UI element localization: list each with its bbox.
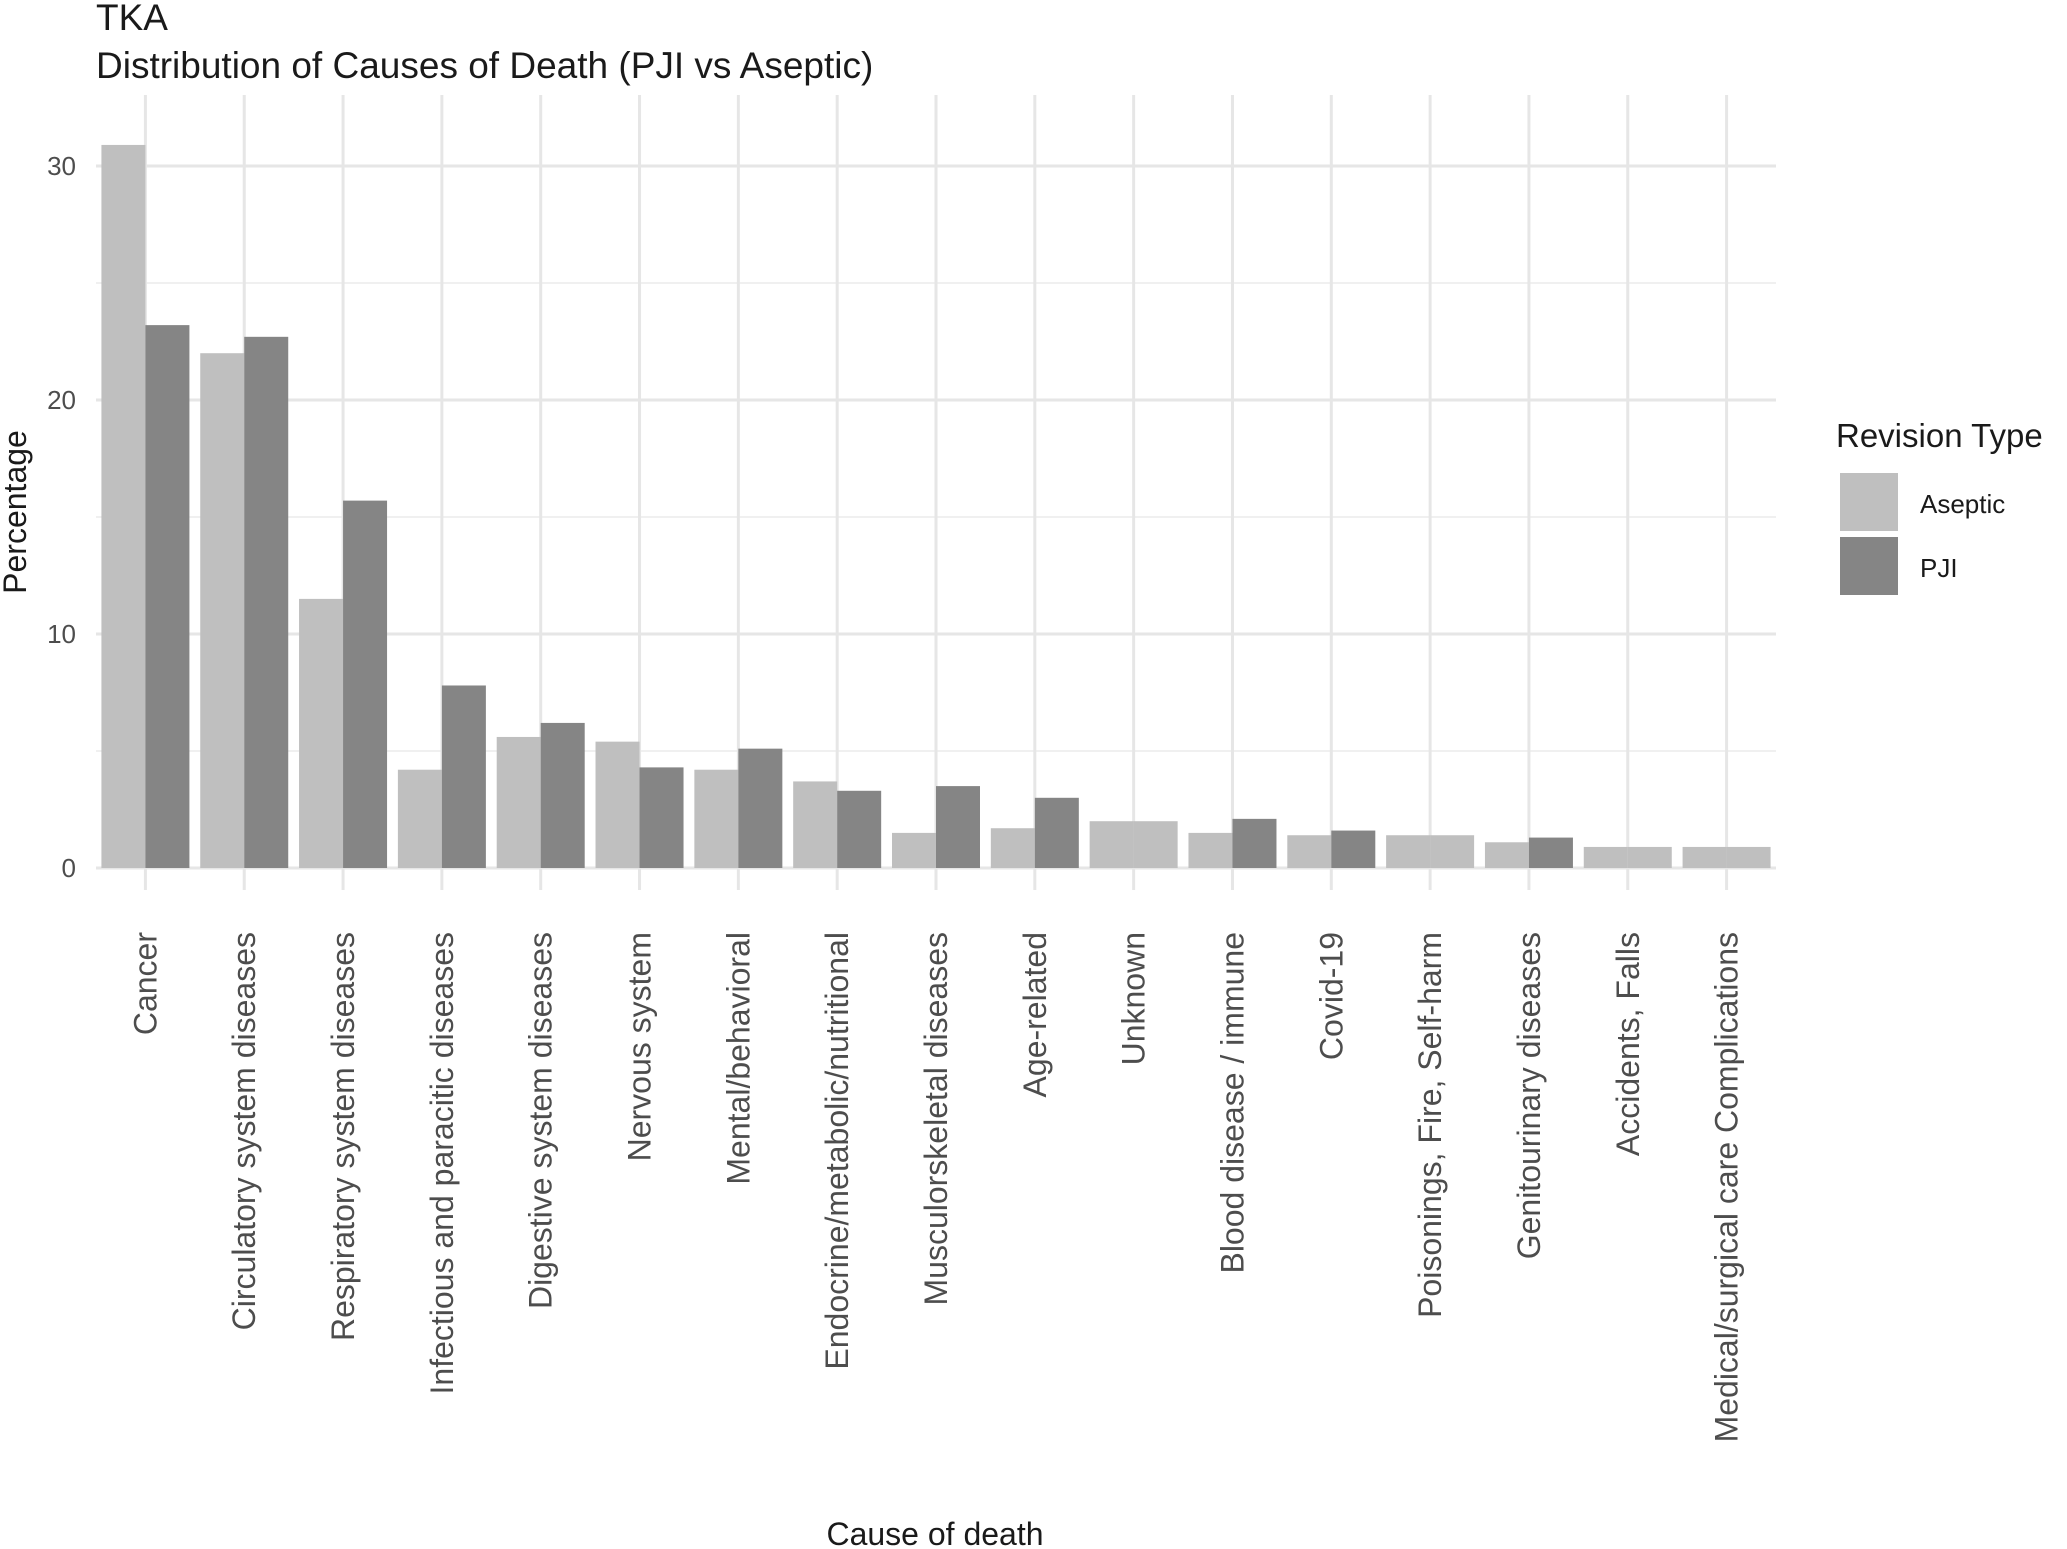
x-tick-label-age-related: Age-related — [1017, 932, 1053, 1097]
x-tick-label-blood-disease-immune: Blood disease / immune — [1214, 932, 1250, 1274]
legend: Revision Type Aseptic PJI — [1836, 417, 2043, 595]
x-tick-label-cancer: Cancer — [127, 932, 163, 1036]
bar-pji-mental-behavioral — [738, 748, 783, 868]
x-tick-label-musculorskeletal-diseases: Musculorskeletal diseases — [918, 932, 954, 1306]
y-tick-label: 10 — [47, 619, 76, 649]
x-tick-label-accidents-falls: Accidents, Falls — [1610, 932, 1646, 1156]
bar-aseptic-musculorskeletal-diseases — [892, 832, 936, 868]
x-axis-ticks: Cancer Circulatory system diseases Respira… — [127, 932, 1744, 1443]
bar-aseptic-infectious-and-paracitic-diseases — [397, 769, 442, 868]
chart-title: TKA — [96, 0, 168, 38]
x-tick-label-endocrine-metabolic-nutritional: Endocrine/metabolic/nutritional — [819, 932, 855, 1370]
legend-title: Revision Type — [1836, 417, 2043, 454]
bar-pji-circulatory-system-diseases — [244, 336, 289, 868]
bar-aseptic-respiratory-system-diseases — [299, 598, 344, 868]
x-tick-label-nervous-system: Nervous system — [622, 932, 658, 1161]
bar-pji-age-related — [1034, 797, 1079, 868]
bar-aseptic-cancer — [101, 144, 146, 868]
x-tick-label-circulatory-system-diseases: Circulatory system diseases — [226, 932, 262, 1330]
bar-aseptic-genitourinary-diseases — [1484, 842, 1529, 868]
x-tick-label-digestive-system-diseases: Digestive system diseases — [523, 932, 559, 1309]
y-tick-label: 0 — [62, 853, 76, 883]
bar-pji-genitourinary-diseases — [1528, 837, 1573, 868]
bar-aseptic-nervous-system — [595, 741, 640, 868]
bar-aseptic-mental-behavioral — [694, 769, 739, 868]
bar-aseptic-accidents-falls-ext — [1627, 846, 1672, 868]
x-tick-label-medical-surgical-care-complications: Medical/surgical care Complications — [1709, 932, 1745, 1442]
bar-aseptic-unknown-ext — [1133, 821, 1178, 868]
legend-key-aseptic — [1840, 473, 1898, 531]
legend-key-pji — [1840, 537, 1898, 595]
x-tick-label-genitourinary-diseases: Genitourinary diseases — [1511, 932, 1547, 1259]
bar-pji-infectious-and-paracitic-diseases — [441, 685, 486, 868]
bar-aseptic-medical-surgical-care-complications — [1682, 846, 1727, 868]
bar-aseptic-poisonings-fire-self-harm — [1386, 835, 1431, 868]
bar-pji-nervous-system — [639, 767, 684, 868]
bar-pji-blood-disease-immune — [1232, 818, 1277, 868]
bar-pji-endocrine-metabolic-nutritional — [837, 790, 882, 868]
bar-pji-respiratory-system-diseases — [343, 500, 388, 868]
y-tick-label: 30 — [47, 151, 76, 181]
bar-pji-cancer — [145, 325, 190, 868]
y-axis-label: Percentage — [0, 430, 33, 594]
chart-subtitle: Distribution of Causes of Death (PJI vs … — [96, 45, 873, 86]
bar-pji-musculorskeletal-diseases — [936, 786, 980, 868]
bar-aseptic-digestive-system-diseases — [496, 736, 541, 868]
bar-aseptic-medical-surgical-care-complications-ext — [1726, 846, 1771, 868]
legend-label-pji: PJI — [1920, 553, 1958, 583]
bar-aseptic-poisonings-fire-self-harm-ext — [1430, 835, 1475, 868]
legend-label-aseptic: Aseptic — [1920, 489, 2005, 519]
bar-pji-digestive-system-diseases — [540, 722, 585, 868]
bar-aseptic-age-related — [990, 828, 1035, 868]
bars-layer — [101, 144, 1771, 868]
x-tick-label-covid-19: Covid-19 — [1313, 932, 1349, 1060]
bar-aseptic-unknown — [1089, 821, 1134, 868]
y-axis-ticks: 0 10 20 30 — [47, 151, 76, 883]
bar-aseptic-accidents-falls — [1583, 846, 1628, 868]
x-tick-label-respiratory-system-diseases: Respiratory system diseases — [325, 932, 361, 1341]
bar-aseptic-endocrine-metabolic-nutritional — [793, 781, 838, 868]
x-tick-label-infectious-and-paracitic-diseases: Infectious and paracitic diseases — [424, 932, 460, 1394]
bar-aseptic-blood-disease-immune — [1188, 832, 1233, 868]
bar-pji-covid-19 — [1331, 830, 1376, 868]
x-tick-label-mental-behavioral: Mental/behavioral — [720, 932, 756, 1185]
y-tick-label: 20 — [47, 385, 76, 415]
bar-aseptic-circulatory-system-diseases — [200, 353, 245, 868]
x-axis-label: Cause of death — [826, 1516, 1043, 1549]
x-tick-label-poisonings-fire-self-harm: Poisonings, Fire, Self-harm — [1412, 932, 1448, 1318]
bar-aseptic-covid-19 — [1287, 835, 1332, 868]
x-tick-label-unknown: Unknown — [1116, 932, 1152, 1065]
